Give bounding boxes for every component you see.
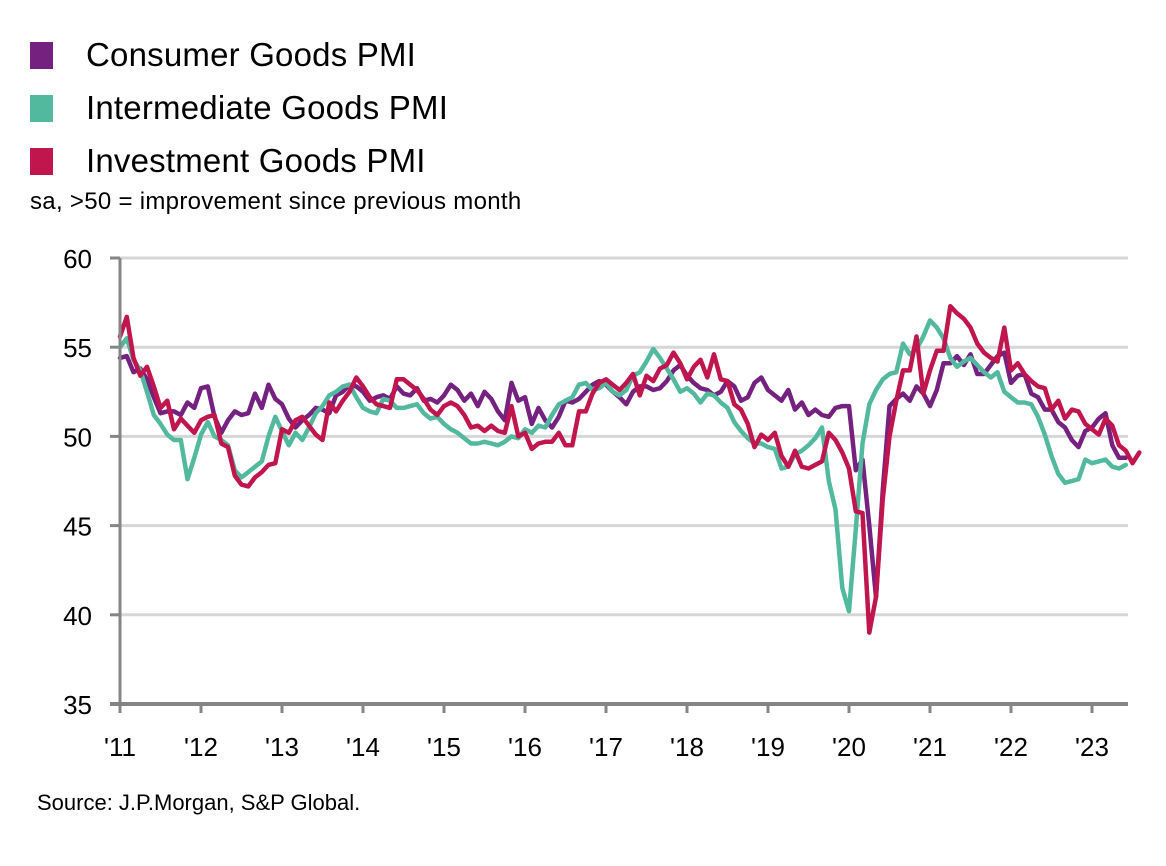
legend-label-intermediate: Intermediate Goods PMI xyxy=(86,88,449,126)
x-tick-label: '15 xyxy=(427,732,461,762)
axes xyxy=(110,258,1128,706)
x-tick-label: '16 xyxy=(508,732,542,762)
x-tick-label: '19 xyxy=(751,732,785,762)
legend-swatch-intermediate xyxy=(30,95,53,122)
legend: Consumer Goods PMI Intermediate Goods PM… xyxy=(30,28,448,187)
series-line-investment-goods-pmi xyxy=(117,303,1142,635)
series-lines xyxy=(117,303,1142,635)
series-line-intermediate-goods-pmi xyxy=(117,318,1129,614)
x-tick-label: '11 xyxy=(104,732,136,762)
x-tick-label: '18 xyxy=(670,732,704,762)
x-tick-label: '12 xyxy=(184,732,218,762)
y-tick-label: 40 xyxy=(63,601,92,631)
y-tick-label: 60 xyxy=(63,244,92,274)
legend-swatch-investment xyxy=(30,148,53,175)
legend-item-intermediate: Intermediate Goods PMI xyxy=(30,81,448,134)
y-tick-label: 35 xyxy=(63,690,92,720)
chart-subtitle: sa, >50 = improvement since previous mon… xyxy=(30,188,522,215)
legend-label-investment: Investment Goods PMI xyxy=(86,141,426,179)
source-note: Source: J.P.Morgan, S&P Global. xyxy=(37,790,361,815)
legend-swatch-consumer xyxy=(30,42,53,69)
x-tick-label: '17 xyxy=(589,732,623,762)
series-line-consumer-goods-pmi xyxy=(117,350,1129,600)
x-axis-ticks: '11 '12 '13 '14 '15 '16 '17 '18 '19 '20 '21 '22 '23 xyxy=(104,704,1109,762)
legend-label-consumer: Consumer Goods PMI xyxy=(86,35,417,73)
x-tick-label: '21 xyxy=(913,732,947,762)
y-axis-ticks: 35 40 45 50 55 60 xyxy=(63,244,120,720)
y-tick-label: 45 xyxy=(63,512,92,542)
legend-item-consumer: Consumer Goods PMI xyxy=(30,28,448,81)
x-tick-label: '23 xyxy=(1075,732,1109,762)
x-tick-label: '13 xyxy=(265,732,299,762)
legend-item-investment: Investment Goods PMI xyxy=(30,134,448,187)
x-tick-label: '22 xyxy=(994,732,1028,762)
x-tick-label: '20 xyxy=(832,732,866,762)
y-tick-label: 50 xyxy=(63,422,92,452)
y-tick-label: 55 xyxy=(63,333,92,363)
x-tick-label: '14 xyxy=(346,732,380,762)
gridlines xyxy=(120,256,1128,617)
